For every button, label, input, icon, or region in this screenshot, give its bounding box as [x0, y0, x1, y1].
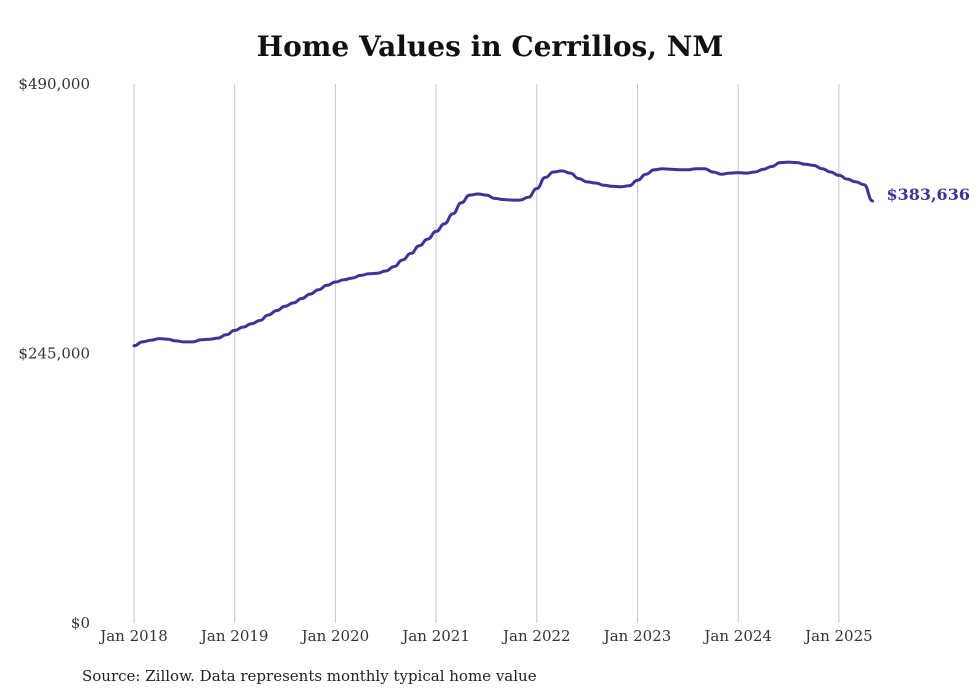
y-axis: $0 $245,000 $490,000 — [18, 75, 90, 632]
y-tick-label: $0 — [71, 614, 90, 632]
end-value-label: $383,636 — [886, 185, 970, 204]
x-tick-label: Jan 2025 — [803, 627, 873, 645]
source-note: Source: Zillow. Data represents monthly … — [82, 667, 537, 685]
x-tick-label: Jan 2020 — [300, 627, 370, 645]
x-tick-label: Jan 2021 — [400, 627, 470, 645]
chart-title: Home Values in Cerrillos, NM — [256, 30, 724, 63]
series-line-home-value — [132, 160, 874, 348]
y-tick-label: $245,000 — [18, 345, 90, 363]
x-tick-label: Jan 2022 — [501, 627, 571, 645]
x-tick-label: Jan 2018 — [98, 627, 168, 645]
x-tick-label: Jan 2019 — [199, 627, 269, 645]
x-axis: Jan 2018 Jan 2019 Jan 2020 Jan 2021 Jan 2022… — [98, 627, 872, 645]
x-tick-label: Jan 2023 — [602, 627, 672, 645]
x-tick-label: Jan 2024 — [702, 627, 772, 645]
gridlines — [133, 84, 840, 623]
y-tick-label: $490,000 — [18, 75, 90, 93]
